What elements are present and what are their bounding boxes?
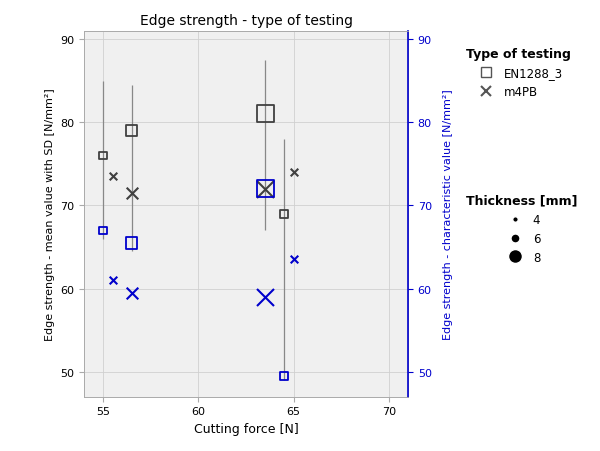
Title: Edge strength - type of testing: Edge strength - type of testing — [140, 14, 353, 28]
X-axis label: Cutting force [N]: Cutting force [N] — [194, 422, 298, 435]
Point — [260, 294, 270, 301]
Point — [127, 290, 136, 297]
Point — [108, 173, 118, 180]
Y-axis label: Edge strength - characteristic value [N/mm²]: Edge strength - characteristic value [N/… — [443, 89, 453, 339]
Legend: 4, 6, 8: 4, 6, 8 — [463, 191, 581, 267]
Point — [260, 186, 270, 193]
Point — [260, 186, 270, 193]
Point — [289, 169, 298, 176]
Point — [289, 256, 298, 263]
Point — [280, 373, 289, 380]
Point — [98, 227, 108, 235]
Point — [127, 190, 136, 197]
Point — [127, 128, 136, 135]
Point — [280, 211, 289, 218]
Point — [108, 277, 118, 284]
Point — [260, 111, 270, 118]
Point — [98, 152, 108, 160]
Point — [127, 239, 136, 247]
Y-axis label: Edge strength - mean value with SD [N/mm²]: Edge strength - mean value with SD [N/mm… — [44, 88, 55, 341]
